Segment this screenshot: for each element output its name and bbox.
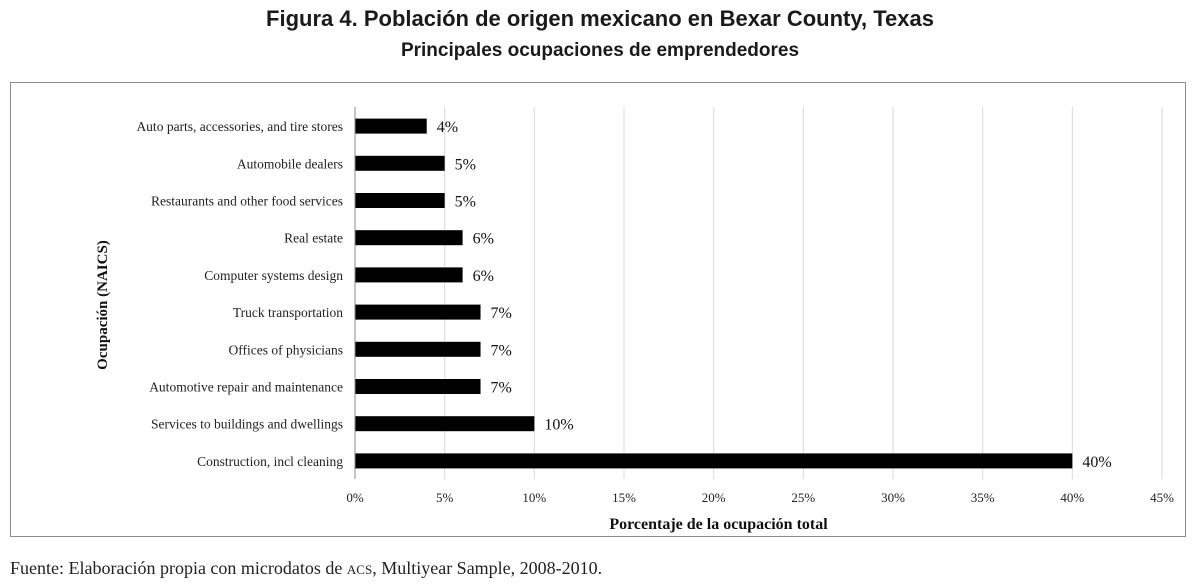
source-prefix: Fuente: Elaboración propia con microdato… — [10, 558, 347, 578]
x-tick-label: 15% — [612, 490, 636, 505]
x-tick-labels: 0% 5% 10% 15% 20% 25% 30% 35% 40% 45% — [346, 490, 1174, 505]
x-tick-label: 45% — [1150, 490, 1174, 505]
bar-value-label: 40% — [1082, 454, 1111, 471]
category-label: Automobile dealers — [237, 156, 343, 171]
x-tick-label: 0% — [346, 490, 364, 505]
chart-frame: 4% 5% 5% 6% 6% 7% 7% 7% 10% 40% Auto parts, acces… — [10, 82, 1186, 537]
x-tick-label: 5% — [436, 490, 454, 505]
bar-value-label: 5% — [455, 194, 476, 211]
category-label: Construction, incl cleaning — [197, 454, 343, 469]
bar-value-label: 6% — [473, 231, 494, 248]
x-tick-label: 30% — [881, 490, 905, 505]
bar-value-label: 7% — [491, 380, 512, 397]
source-suffix: , Multiyear Sample, 2008-2010. — [372, 558, 603, 578]
category-label: Computer systems design — [204, 268, 343, 283]
bar — [355, 230, 463, 246]
chart-title: Figura 4. Población de origen mexicano e… — [266, 6, 934, 31]
x-axis-title: Porcentaje de la ocupación total — [609, 516, 828, 533]
bar — [355, 304, 481, 320]
bar-value-label: 4% — [437, 119, 458, 136]
source-note: Fuente: Elaboración propia con microdato… — [10, 558, 602, 579]
bar — [355, 341, 481, 357]
category-label: Restaurants and other food services — [151, 194, 343, 209]
category-label: Automotive repair and maintenance — [149, 380, 343, 395]
bar — [355, 267, 463, 283]
bar-value-label: 5% — [455, 156, 476, 173]
y-axis-title: Ocupación (NAICS) — [95, 240, 111, 370]
x-tick-label: 25% — [791, 490, 815, 505]
value-labels: 4% 5% 5% 6% 6% 7% 7% 7% 10% 40% — [437, 119, 1112, 471]
source-acronym: ACS — [346, 558, 373, 578]
category-labels: Auto parts, accessories, and tire stores… — [136, 119, 343, 469]
bar-value-label: 7% — [491, 305, 512, 322]
x-tick-label: 10% — [522, 490, 546, 505]
category-label: Real estate — [284, 231, 343, 246]
bar-value-label: 10% — [544, 417, 573, 434]
category-label: Truck transportation — [233, 305, 343, 320]
x-tick-label: 20% — [702, 490, 726, 505]
x-tick-label: 40% — [1060, 490, 1084, 505]
bar — [355, 155, 445, 171]
bar-value-label: 7% — [491, 342, 512, 359]
category-label: Auto parts, accessories, and tire stores — [136, 119, 343, 134]
bar-value-label: 6% — [473, 268, 494, 285]
bar-chart: 4% 5% 5% 6% 6% 7% 7% 7% 10% 40% Auto parts, acces… — [95, 107, 1174, 533]
category-label: Services to buildings and dwellings — [151, 417, 343, 432]
bar — [355, 118, 427, 134]
bar — [355, 416, 535, 432]
category-label: Offices of physicians — [229, 342, 343, 357]
x-tick-label: 35% — [971, 490, 995, 505]
chart-subtitle: Principales ocupaciones de emprendedores — [400, 40, 800, 61]
bar — [355, 193, 445, 208]
grid-lines — [444, 107, 1163, 479]
bars — [355, 118, 1073, 469]
bar — [355, 453, 1073, 469]
bar — [355, 379, 481, 394]
